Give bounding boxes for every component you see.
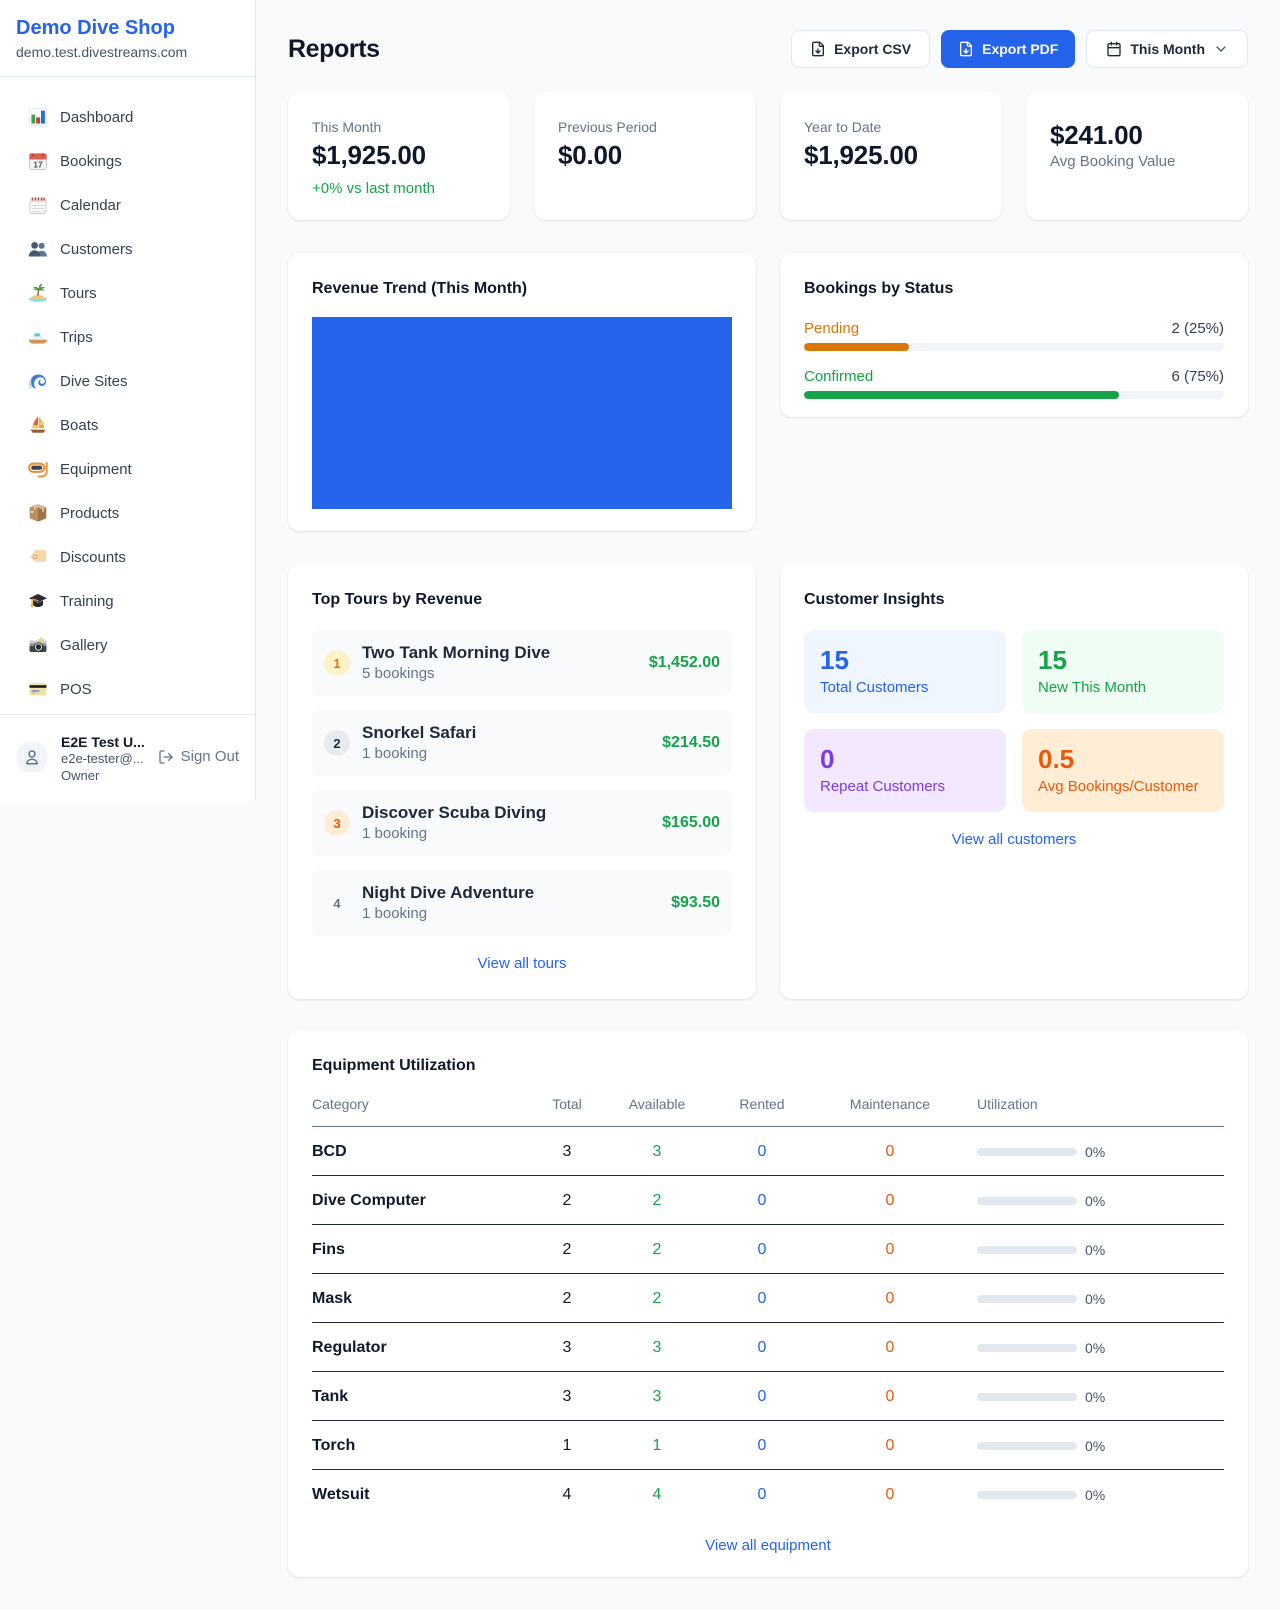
svg-text:17: 17	[33, 159, 43, 169]
